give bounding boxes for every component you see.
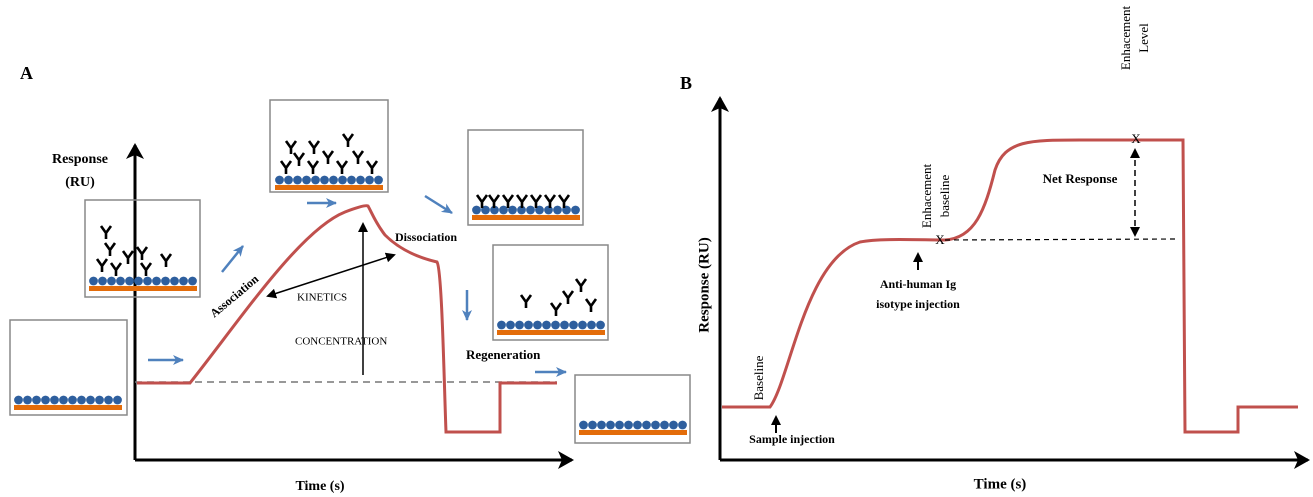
- panel-b: B Response (RU) Time (s) Baseline Sample…: [680, 5, 1308, 492]
- sensor-boxes: [10, 100, 690, 443]
- dissociation-label: Dissociation: [395, 230, 457, 244]
- kinetics-label: KINETICS: [297, 292, 347, 304]
- y-axis-label: (RU): [65, 175, 95, 190]
- marker: X: [1131, 131, 1141, 146]
- surfaces: [14, 175, 687, 435]
- enhancement-level-label: Level: [1136, 23, 1151, 53]
- regeneration-label: Regeneration: [466, 347, 541, 362]
- x-axis-label: Time (s): [295, 479, 344, 494]
- panel-a: A Response (RU) Time (s) Association Dis…: [10, 63, 690, 494]
- anti-human-label: Anti-human Ig: [880, 277, 956, 291]
- y-axis-label: Response: [52, 152, 108, 167]
- baseline-label: Baseline: [751, 355, 766, 400]
- y-axis-label: Response (RU): [696, 237, 712, 332]
- marker: X: [935, 232, 945, 247]
- anti-human-label: isotype injection: [876, 297, 960, 311]
- enhancement-baseline-label: baseline: [937, 174, 952, 217]
- association-label: Association: [207, 272, 261, 321]
- figure: A Response (RU) Time (s) Association Dis…: [0, 0, 1313, 497]
- sample-injection-label: Sample injection: [749, 432, 835, 446]
- x-axis-label: Time (s): [974, 476, 1027, 492]
- net-response-label: Net Response: [1043, 171, 1118, 186]
- baseline-dash: [945, 239, 1177, 240]
- concentration-label: CONCENTRATION: [295, 336, 387, 348]
- enhancement-baseline-label: Enhacement: [919, 163, 934, 228]
- panel-label: B: [680, 73, 692, 93]
- enhancement-level-label: Enhacement: [1118, 5, 1133, 70]
- panel-label: A: [20, 63, 33, 83]
- sensorgram: [722, 140, 1298, 432]
